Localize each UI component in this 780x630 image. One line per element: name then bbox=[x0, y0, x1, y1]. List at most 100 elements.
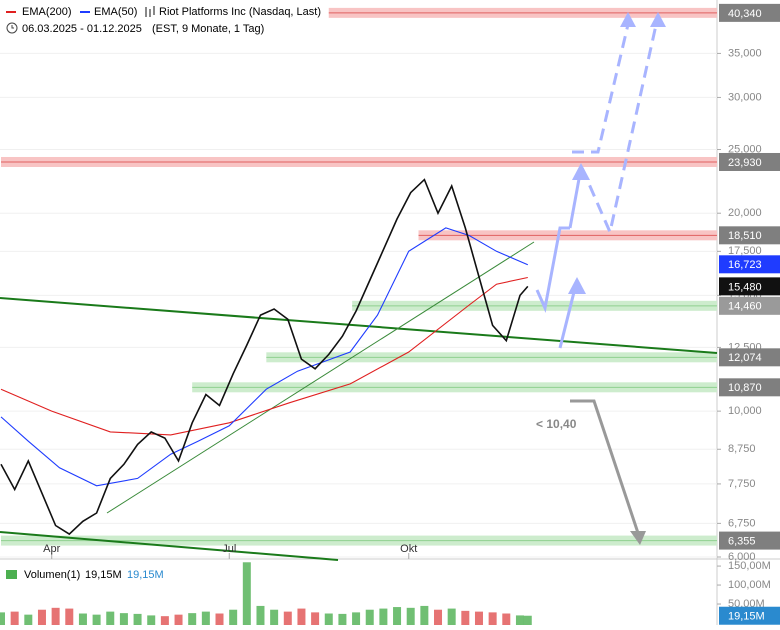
price-box-label: 14,460 bbox=[728, 301, 762, 313]
price-box-label: 40,340 bbox=[728, 8, 762, 20]
y-tick-label: 100,00M bbox=[728, 579, 771, 591]
volume-bar bbox=[270, 609, 279, 625]
trend-line bbox=[0, 531, 339, 561]
price-box-label: 15,480 bbox=[728, 281, 762, 293]
volume-bar bbox=[78, 613, 87, 625]
price-box bbox=[719, 348, 780, 367]
chart-title: Riot Platforms Inc (Nasdaq, Last) bbox=[159, 6, 321, 18]
x-tick-label: Jul bbox=[222, 543, 236, 555]
scenario-arrow-dashed bbox=[572, 15, 660, 237]
price-box bbox=[719, 152, 780, 171]
volume-bar bbox=[51, 607, 60, 625]
period: (EST, 9 Monate, 1 Tag) bbox=[152, 23, 264, 35]
y-tick-label: 25,000 bbox=[728, 143, 762, 155]
volume-value: 19,15M bbox=[127, 569, 164, 581]
y-tick-label: 7,750 bbox=[728, 478, 756, 490]
legend: EMA(200) EMA(50) Riot Platforms Inc (Nas… bbox=[6, 6, 321, 581]
volume-bar bbox=[434, 609, 443, 625]
volume-bar bbox=[461, 610, 470, 625]
price-box bbox=[719, 531, 780, 550]
volume-bar bbox=[256, 605, 265, 625]
volume-bar bbox=[324, 613, 333, 625]
volume-bar bbox=[160, 616, 169, 625]
ema-line bbox=[0, 276, 528, 436]
volume-bar bbox=[365, 609, 374, 625]
volume-bar bbox=[488, 612, 497, 625]
price-box bbox=[719, 378, 780, 397]
annotation: < 10,40 bbox=[536, 417, 577, 431]
trend-line bbox=[106, 241, 535, 514]
volume-bar bbox=[523, 615, 532, 625]
volume-bar bbox=[188, 613, 197, 625]
volume-bar bbox=[147, 615, 156, 625]
volume-bar bbox=[338, 613, 347, 625]
price-box-label: 19,15M bbox=[728, 611, 765, 623]
ema-line bbox=[0, 227, 529, 487]
y-tick-label: 35,000 bbox=[728, 47, 762, 59]
scenario-arrow bbox=[570, 399, 640, 534]
x-tick-label: Okt bbox=[400, 543, 417, 555]
arrow-head bbox=[650, 12, 666, 27]
arrow-head bbox=[568, 277, 586, 294]
x-tick-label: Apr bbox=[43, 543, 60, 555]
volume-bar bbox=[10, 611, 19, 625]
price-box-label: 18,510 bbox=[728, 230, 762, 242]
volume-bar bbox=[0, 612, 5, 625]
volume-bar bbox=[352, 612, 361, 625]
volume-bar bbox=[502, 613, 511, 625]
price-box-label: 10,870 bbox=[728, 382, 762, 394]
y-tick-label: 10,000 bbox=[728, 405, 762, 417]
legend-label: EMA(50) bbox=[94, 6, 137, 18]
volume-bar bbox=[24, 614, 33, 625]
volume-bar bbox=[119, 613, 128, 625]
volume-bar bbox=[229, 609, 238, 625]
volume-bar bbox=[297, 608, 306, 625]
volume-bar bbox=[242, 562, 251, 625]
volume-bar bbox=[447, 608, 456, 625]
volume-bar bbox=[215, 613, 224, 625]
scenario-arrow bbox=[535, 226, 570, 314]
price-box bbox=[719, 296, 780, 315]
trend-line bbox=[0, 297, 718, 354]
price-box-label: 16,723 bbox=[728, 259, 762, 271]
y-tick-label: 17,500 bbox=[728, 245, 762, 257]
arrow-head bbox=[620, 12, 636, 27]
y-tick-label: 150,00M bbox=[728, 560, 771, 572]
legend-label: EMA(200) bbox=[22, 6, 72, 18]
y-tick-label: 6,000 bbox=[728, 551, 756, 563]
y-tick-label: 30,000 bbox=[728, 91, 762, 103]
volume-bar bbox=[406, 607, 415, 625]
candle-icon bbox=[145, 6, 155, 17]
volume-bar bbox=[37, 609, 46, 625]
clock-icon bbox=[11, 25, 14, 29]
volume-bar bbox=[515, 615, 524, 625]
y-tick-label: 8,750 bbox=[728, 443, 756, 455]
arrow-head bbox=[630, 531, 646, 545]
volume-bar bbox=[283, 611, 292, 625]
price-box-label: 6,355 bbox=[728, 535, 756, 547]
volume-bar bbox=[420, 605, 429, 625]
price-line bbox=[0, 178, 529, 536]
volume-value: 19,15M bbox=[85, 569, 122, 581]
volume-bar bbox=[201, 611, 210, 625]
volume-bar bbox=[379, 608, 388, 625]
volume-title: Volumen(1) bbox=[24, 569, 80, 581]
volume-bar bbox=[133, 613, 142, 625]
clock-icon bbox=[6, 22, 18, 34]
volume-bar bbox=[92, 614, 101, 625]
price-box bbox=[719, 277, 780, 296]
volume-bar bbox=[65, 608, 74, 625]
volume-bar bbox=[174, 614, 183, 625]
volume-icon bbox=[6, 570, 17, 579]
y-tick-label: 6,750 bbox=[728, 517, 756, 529]
volume-bar bbox=[474, 611, 483, 625]
volume-bar bbox=[311, 612, 320, 625]
volume-bar bbox=[106, 611, 115, 625]
price-box bbox=[719, 606, 780, 625]
price-box bbox=[719, 255, 780, 274]
price-box-label: 12,074 bbox=[728, 352, 762, 364]
y-tick-label: 20,000 bbox=[728, 207, 762, 219]
